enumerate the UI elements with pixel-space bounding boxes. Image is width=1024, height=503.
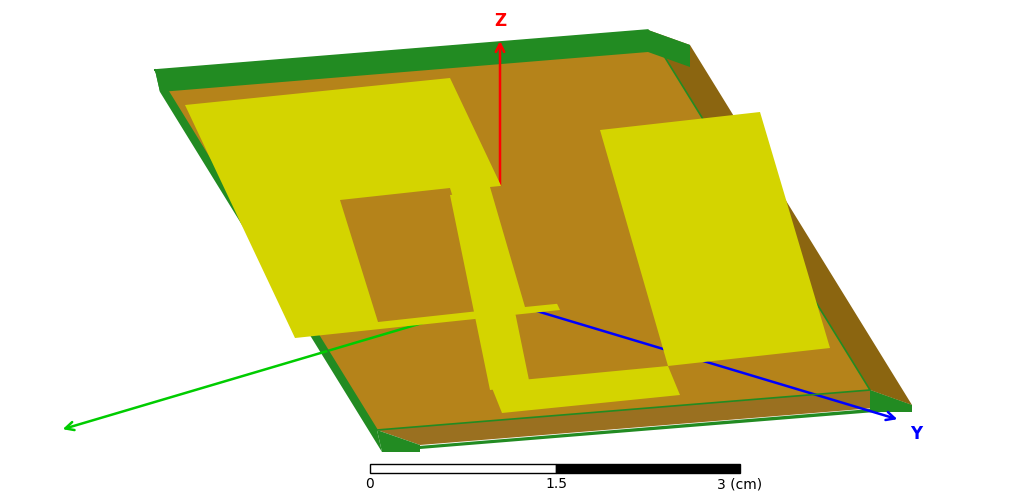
Polygon shape bbox=[340, 188, 488, 322]
Polygon shape bbox=[450, 190, 530, 390]
Polygon shape bbox=[155, 30, 870, 430]
Polygon shape bbox=[648, 30, 690, 67]
Text: 1.5: 1.5 bbox=[545, 477, 567, 491]
Text: Y: Y bbox=[910, 425, 923, 443]
Polygon shape bbox=[377, 390, 912, 445]
Text: Z: Z bbox=[494, 12, 506, 30]
Polygon shape bbox=[648, 30, 912, 405]
Text: 3 (cm): 3 (cm) bbox=[718, 477, 763, 491]
Polygon shape bbox=[870, 390, 912, 412]
Polygon shape bbox=[382, 409, 912, 449]
Bar bbox=[370, 464, 556, 473]
Polygon shape bbox=[490, 366, 680, 413]
Polygon shape bbox=[600, 112, 830, 366]
Polygon shape bbox=[490, 175, 645, 307]
Bar bbox=[556, 464, 740, 473]
Polygon shape bbox=[155, 30, 648, 92]
Polygon shape bbox=[155, 70, 382, 452]
Polygon shape bbox=[377, 430, 420, 452]
Polygon shape bbox=[185, 78, 560, 338]
Text: 0: 0 bbox=[366, 477, 375, 491]
